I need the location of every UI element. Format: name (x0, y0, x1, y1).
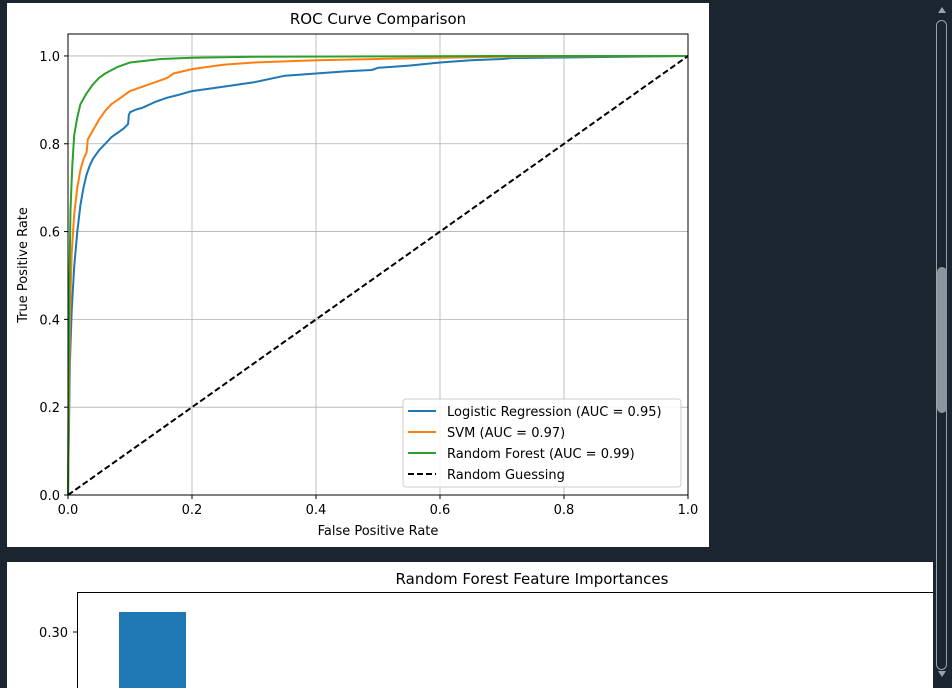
feature-importance-chart: Random Forest Feature Importances 0.30 (39, 570, 933, 688)
roc-y-tick-label: 0.0 (39, 489, 60, 504)
roc-x-tick-label: 0.0 (58, 503, 79, 518)
roc-y-tick-label: 1.0 (39, 50, 60, 65)
roc-chart: ROC Curve Comparison 0.0 0.2 0.4 0.6 0.8 1.0 … (16, 10, 699, 539)
roc-series-group (67, 55, 689, 496)
roc-x-axis-label: False Positive Rate (318, 524, 439, 539)
vertical-scrollbar[interactable] (935, 5, 949, 683)
roc-line-logistic-regression (67, 55, 689, 496)
scroll-up-arrow-icon[interactable] (938, 7, 946, 13)
roc-x-tick-label: 0.2 (182, 503, 203, 518)
legend-label-svm: SVM (AUC = 0.97) (447, 426, 565, 441)
legend-label-logistic: Logistic Regression (AUC = 0.95) (447, 405, 662, 420)
roc-y-tick-label: 0.8 (39, 138, 60, 153)
scrollbar-thumb[interactable] (937, 267, 947, 413)
feature-importance-figure: Random Forest Feature Importances 0.30 (7, 562, 933, 688)
roc-x-ticks: 0.0 0.2 0.4 0.6 0.8 1.0 (58, 495, 699, 518)
roc-y-tick-label: 0.2 (39, 401, 60, 416)
roc-line-random-forest (67, 55, 688, 496)
roc-y-tick-label: 0.4 (39, 313, 60, 328)
legend-label-forest: Random Forest (AUC = 0.99) (447, 447, 635, 462)
roc-line-svm (67, 55, 689, 496)
roc-y-tick-label: 0.6 (39, 226, 60, 241)
legend-label-guess: Random Guessing (447, 468, 565, 483)
roc-chart-title: ROC Curve Comparison (290, 10, 466, 28)
fi-bar (119, 612, 186, 688)
fi-y-tick-label: 0.30 (39, 626, 68, 641)
roc-y-ticks: 0.0 0.2 0.4 0.6 0.8 1.0 (39, 50, 68, 504)
scroll-down-arrow-icon[interactable] (938, 671, 946, 677)
roc-line-random-guessing (67, 55, 689, 496)
roc-plot-frame (67, 33, 689, 496)
roc-x-tick-label: 1.0 (678, 503, 699, 518)
roc-x-tick-label: 0.8 (554, 503, 575, 518)
roc-legend-box (402, 398, 682, 488)
roc-x-tick-label: 0.4 (306, 503, 327, 518)
roc-legend: Logistic Regression (AUC = 0.95) SVM (AU… (402, 398, 682, 488)
roc-curve-figure: ROC Curve Comparison 0.0 0.2 0.4 0.6 0.8 1.0 … (7, 3, 709, 547)
fi-chart-title: Random Forest Feature Importances (396, 570, 669, 588)
roc-x-tick-label: 0.6 (430, 503, 451, 518)
roc-y-axis-label: True Positive Rate (16, 207, 31, 324)
